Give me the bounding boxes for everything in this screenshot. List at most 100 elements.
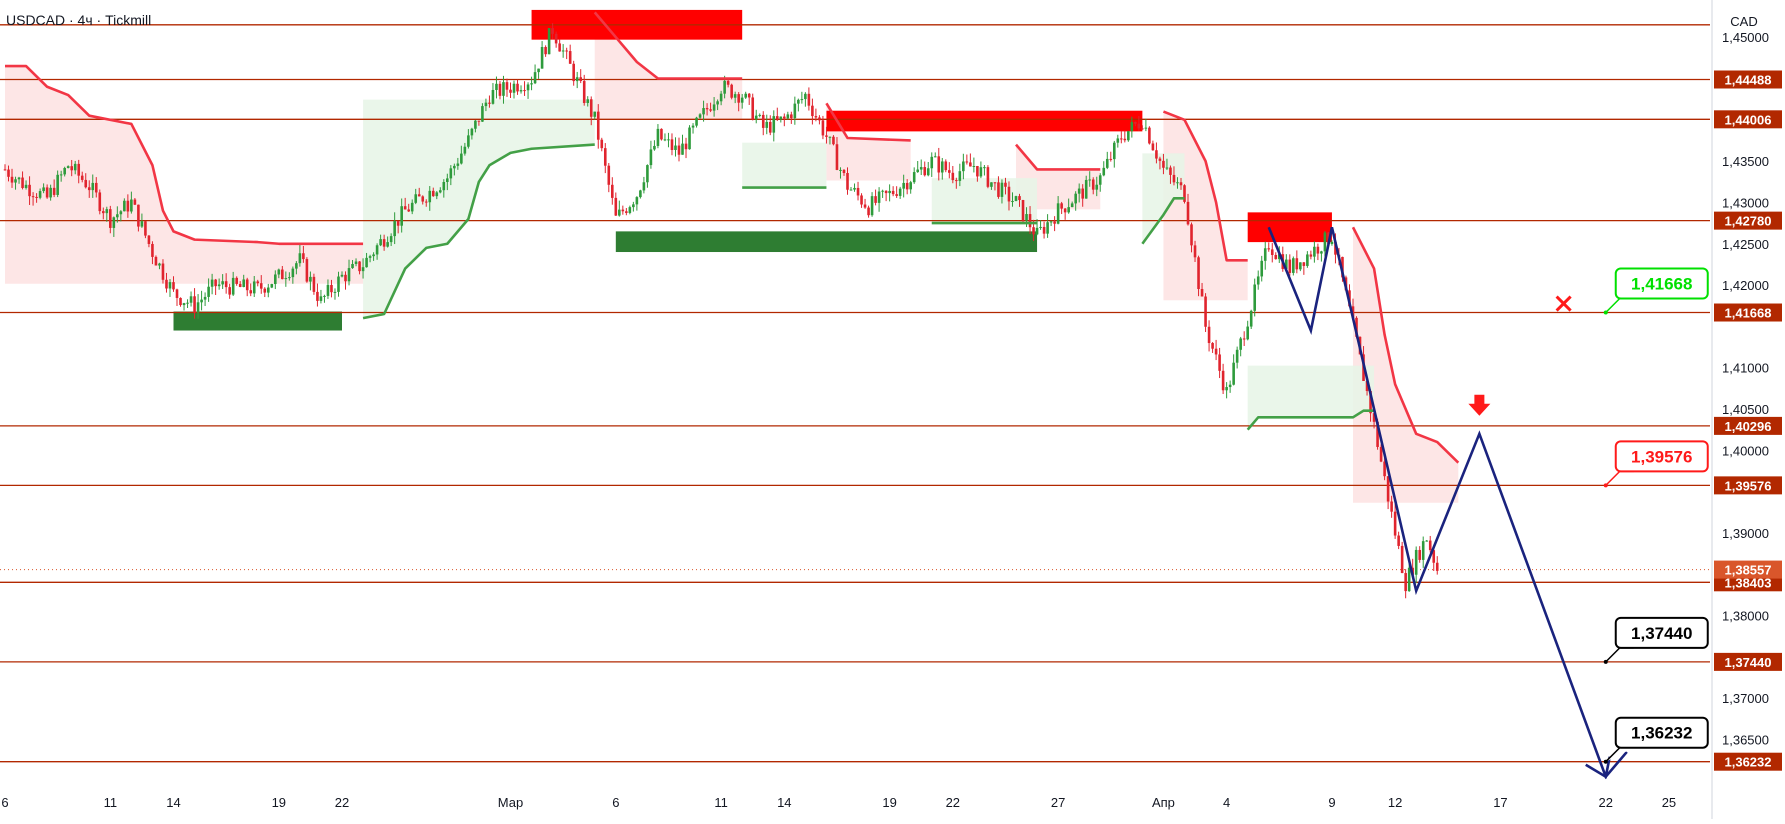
candle-body[interactable]	[379, 239, 382, 246]
candle-body[interactable]	[1039, 226, 1042, 228]
candle-body[interactable]	[828, 136, 832, 138]
candle-body[interactable]	[456, 163, 460, 166]
currency-label[interactable]: CAD	[1730, 14, 1757, 29]
candle-body[interactable]	[972, 165, 976, 167]
candle-body[interactable]	[976, 165, 979, 177]
stop-line-down[interactable]	[1351, 226, 1460, 464]
candle-body[interactable]	[586, 99, 590, 103]
candle-body[interactable]	[860, 195, 863, 205]
candle-body[interactable]	[245, 279, 249, 291]
candle-body[interactable]	[256, 281, 260, 284]
candle-body[interactable]	[133, 199, 137, 205]
candle-body[interactable]	[421, 196, 425, 202]
level-price-tag[interactable]: 1,38403	[1725, 575, 1772, 590]
candle-body[interactable]	[635, 197, 639, 205]
candle-body[interactable]	[709, 109, 712, 111]
candle-body[interactable]	[547, 28, 551, 55]
candle-body[interactable]	[270, 284, 274, 288]
candle-body[interactable]	[449, 168, 453, 179]
candle-body[interactable]	[533, 72, 537, 84]
candle-body[interactable]	[653, 145, 656, 150]
candle-body[interactable]	[295, 263, 298, 269]
candle-body[interactable]	[747, 93, 751, 98]
candle-body[interactable]	[790, 114, 793, 119]
level-price-tag[interactable]: 1,44488	[1725, 72, 1772, 87]
candle-body[interactable]	[509, 89, 512, 93]
candle-body[interactable]	[77, 163, 81, 176]
candle-body[interactable]	[1197, 257, 1200, 290]
candle-body[interactable]	[856, 187, 860, 196]
candle-body[interactable]	[600, 139, 604, 149]
candle-body[interactable]	[1302, 262, 1306, 266]
candle-body[interactable]	[386, 242, 389, 247]
candle-body[interactable]	[962, 161, 965, 172]
candle-body[interactable]	[1186, 201, 1190, 225]
candle-body[interactable]	[424, 201, 428, 203]
candle-body[interactable]	[182, 303, 186, 306]
candle-body[interactable]	[1134, 122, 1137, 124]
candle-body[interactable]	[821, 120, 825, 136]
candle-body[interactable]	[17, 177, 21, 180]
candle-body[interactable]	[523, 90, 526, 92]
candle-body[interactable]	[1218, 354, 1221, 371]
candle-body[interactable]	[91, 182, 95, 191]
candle-body[interactable]	[109, 209, 112, 228]
candle-body[interactable]	[1172, 174, 1176, 183]
candle-body[interactable]	[1077, 188, 1081, 194]
stop-line-down[interactable]	[1162, 110, 1248, 262]
candle-body[interactable]	[986, 167, 990, 187]
candle-body[interactable]	[1316, 246, 1320, 254]
candle-body[interactable]	[575, 77, 579, 82]
candle-body[interactable]	[754, 115, 758, 120]
candle-body[interactable]	[200, 299, 203, 303]
candle-body[interactable]	[470, 128, 474, 136]
candle-body[interactable]	[361, 267, 365, 272]
candle-body[interactable]	[217, 284, 221, 287]
candle-body[interactable]	[818, 117, 821, 121]
candle-body[interactable]	[137, 204, 140, 227]
candle-body[interactable]	[365, 257, 368, 268]
candle-body[interactable]	[1151, 143, 1155, 151]
candle-body[interactable]	[1193, 245, 1197, 258]
candle-body[interactable]	[319, 296, 323, 301]
candle-body[interactable]	[1046, 222, 1049, 234]
candle-body[interactable]	[491, 89, 495, 104]
candle-body[interactable]	[761, 114, 765, 128]
candle-body[interactable]	[1285, 259, 1288, 269]
candle-body[interactable]	[561, 50, 565, 52]
candle-body[interactable]	[1095, 184, 1099, 190]
candle-body[interactable]	[446, 178, 449, 183]
candle-body[interactable]	[544, 47, 547, 55]
candle-body[interactable]	[997, 182, 1000, 197]
candle-body[interactable]	[874, 196, 877, 203]
candle-body[interactable]	[309, 276, 312, 282]
candle-body[interactable]	[730, 84, 733, 98]
candle-body[interactable]	[811, 105, 814, 117]
candle-body[interactable]	[807, 93, 811, 106]
candle-body[interactable]	[302, 253, 305, 260]
candle-body[interactable]	[814, 116, 818, 118]
candle-body[interactable]	[681, 143, 684, 155]
candle-body[interactable]	[937, 156, 941, 173]
demand-zone[interactable]	[173, 311, 343, 331]
candle-body[interactable]	[435, 192, 439, 197]
candle-body[interactable]	[1127, 131, 1130, 141]
candle-body[interactable]	[1014, 196, 1018, 202]
candle-body[interactable]	[983, 167, 986, 169]
callout-box[interactable]	[1614, 440, 1709, 473]
candle-body[interactable]	[1299, 262, 1302, 270]
candle-body[interactable]	[298, 253, 302, 264]
candle-body[interactable]	[281, 269, 284, 280]
candle-body[interactable]	[24, 184, 28, 188]
candle-body[interactable]	[116, 214, 119, 218]
candle-body[interactable]	[1098, 175, 1102, 185]
candle-body[interactable]	[663, 139, 667, 141]
candle-body[interactable]	[958, 171, 962, 181]
candle-body[interactable]	[744, 93, 747, 98]
candle-body[interactable]	[993, 182, 997, 184]
candle-body[interactable]	[1148, 127, 1151, 144]
candle-body[interactable]	[1267, 248, 1271, 250]
candle-body[interactable]	[1397, 535, 1400, 546]
candle-body[interactable]	[154, 256, 158, 266]
candle-body[interactable]	[463, 146, 467, 154]
